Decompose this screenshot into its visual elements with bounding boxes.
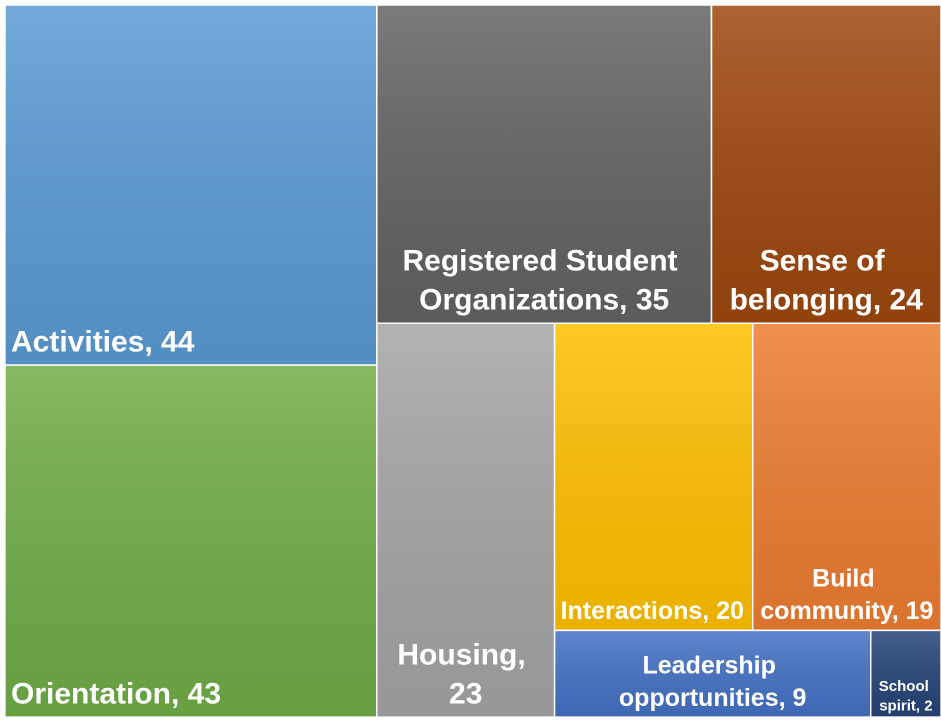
- cell-label: Housing, 23: [397, 639, 534, 711]
- label-line: Housing,: [397, 639, 534, 672]
- cell-label: School spirit, 2: [879, 678, 933, 715]
- label-line: Organizations, 35: [419, 284, 669, 317]
- label-line: 23: [449, 678, 482, 711]
- label-line: Registered Student: [402, 245, 685, 278]
- cell-label: Orientation, 43: [11, 678, 221, 711]
- treemap-cell: [4, 4, 378, 366]
- label-line: Activities, 44: [11, 326, 195, 359]
- label-line: belonging, 24: [730, 284, 924, 317]
- cell-label: Leadership opportunities, 9: [619, 651, 807, 712]
- label-line: Build: [812, 565, 881, 593]
- treemap-cell: [553, 322, 754, 632]
- label-line: Leadership: [643, 651, 783, 679]
- cell-label: Sense of belonging, 24: [730, 245, 924, 317]
- label-line: Sense of: [760, 245, 893, 278]
- label-line: Orientation, 43: [11, 678, 221, 711]
- cell-label: Activities, 44: [11, 326, 195, 359]
- label-line: School: [879, 678, 933, 695]
- label-line: opportunities, 9: [619, 684, 807, 712]
- label-line: spirit, 2: [879, 697, 932, 714]
- cell-label: Build community, 19: [760, 565, 933, 626]
- label-line: community, 19: [760, 597, 933, 625]
- cell-label: Interactions, 20: [561, 597, 744, 625]
- treemap-cell: [4, 364, 378, 718]
- label-line: Interactions, 20: [561, 597, 744, 625]
- cell-label: Registered Student Organizations, 35: [402, 245, 685, 317]
